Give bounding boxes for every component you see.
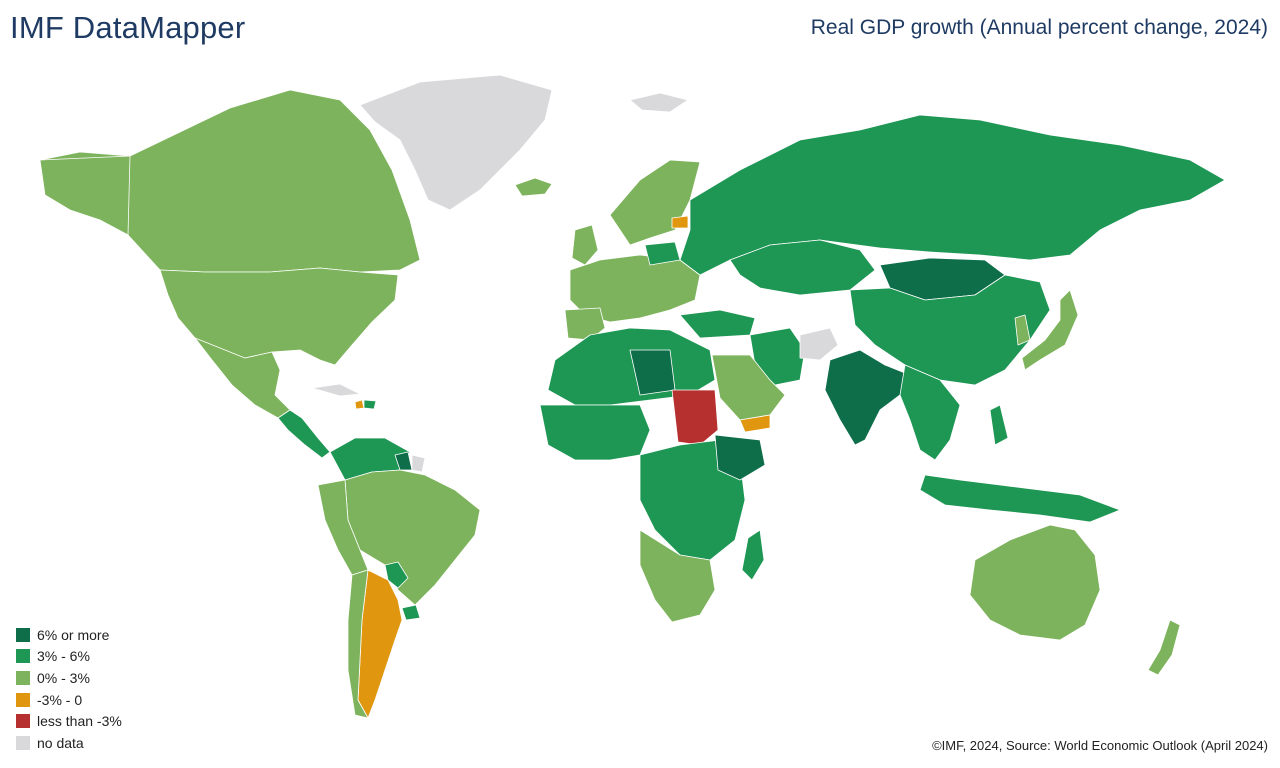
country-iceland[interactable] bbox=[514, 177, 553, 197]
country-uk[interactable] bbox=[571, 224, 599, 266]
legend-swatch bbox=[16, 670, 30, 685]
country-kazakhstan[interactable] bbox=[729, 239, 876, 296]
legend-swatch bbox=[16, 627, 30, 642]
legend-swatch bbox=[16, 692, 30, 707]
source-credit: ©IMF, 2024, Source: World Economic Outlo… bbox=[932, 738, 1268, 753]
country-west-africa[interactable] bbox=[539, 404, 651, 461]
app-title: IMF DataMapper bbox=[10, 10, 246, 45]
country-alaska[interactable] bbox=[39, 155, 131, 236]
country-korea[interactable] bbox=[1014, 314, 1031, 346]
country-afghanistan[interactable] bbox=[799, 327, 839, 361]
country-australia[interactable] bbox=[969, 524, 1101, 641]
legend-item[interactable]: -3% - 0 bbox=[16, 689, 122, 711]
legend-label: 6% or more bbox=[37, 626, 110, 643]
country-yemen[interactable] bbox=[739, 414, 771, 433]
country-usa[interactable] bbox=[159, 267, 399, 366]
country-french-guiana[interactable] bbox=[411, 454, 426, 473]
country-saudi-arabia[interactable] bbox=[711, 354, 786, 421]
legend-label: -3% - 0 bbox=[37, 691, 83, 708]
legend-label: less than -3% bbox=[37, 713, 122, 730]
country-uruguay[interactable] bbox=[401, 604, 421, 621]
country-indonesia[interactable] bbox=[919, 474, 1121, 523]
legend-label: no data bbox=[37, 734, 84, 751]
country-haiti[interactable] bbox=[354, 399, 365, 410]
country-southern-africa[interactable] bbox=[639, 529, 716, 623]
country-brazil[interactable] bbox=[344, 469, 481, 606]
legend-item[interactable]: 0% - 3% bbox=[16, 667, 122, 689]
country-new-zealand[interactable] bbox=[1147, 619, 1181, 676]
legend-label: 3% - 6% bbox=[37, 648, 90, 665]
country-southeast-asia[interactable] bbox=[899, 364, 961, 461]
legend-swatch bbox=[16, 714, 30, 729]
legend-swatch bbox=[16, 735, 30, 750]
country-india[interactable] bbox=[824, 349, 911, 446]
legend-item[interactable]: no data bbox=[16, 732, 122, 754]
country-estonia[interactable] bbox=[671, 215, 689, 229]
country-svalbard[interactable] bbox=[629, 92, 689, 113]
country-dominican-republic[interactable] bbox=[363, 399, 377, 410]
country-cuba[interactable] bbox=[311, 383, 361, 397]
world-map[interactable] bbox=[0, 60, 1280, 730]
legend-item[interactable]: less than -3% bbox=[16, 710, 122, 732]
country-canada[interactable] bbox=[39, 89, 421, 273]
country-sudan[interactable] bbox=[671, 389, 719, 446]
legend-item[interactable]: 3% - 6% bbox=[16, 646, 122, 668]
country-japan[interactable] bbox=[1021, 289, 1079, 371]
legend-swatch bbox=[16, 649, 30, 664]
country-greenland[interactable] bbox=[359, 74, 553, 211]
legend-item[interactable]: 6% or more bbox=[16, 624, 122, 646]
country-ethiopia[interactable] bbox=[714, 434, 766, 481]
map-title: Real GDP growth (Annual percent change, … bbox=[810, 16, 1268, 39]
legend: 6% or more 3% - 6% 0% - 3% -3% - 0 less … bbox=[16, 624, 122, 754]
legend-label: 0% - 3% bbox=[37, 669, 90, 686]
country-scandinavia[interactable] bbox=[609, 159, 701, 246]
country-paraguay[interactable] bbox=[384, 561, 409, 589]
country-philippines[interactable] bbox=[989, 404, 1009, 446]
country-chile[interactable] bbox=[347, 569, 369, 719]
country-turkey[interactable] bbox=[679, 309, 756, 339]
country-madagascar[interactable] bbox=[741, 529, 765, 581]
country-central-america[interactable] bbox=[277, 409, 331, 459]
